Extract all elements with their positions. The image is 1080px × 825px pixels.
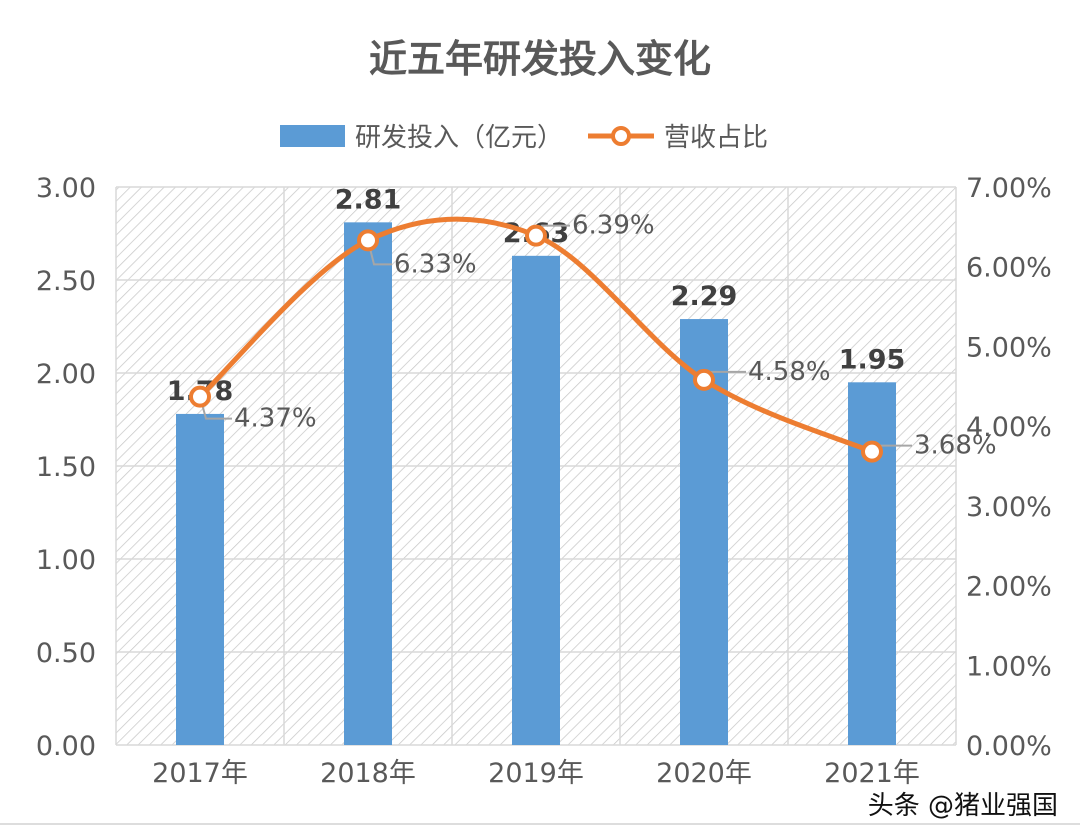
- legend-bar-swatch: [280, 125, 345, 147]
- legend-bar-label: 研发投入（亿元）: [355, 123, 563, 153]
- bar: [848, 382, 896, 745]
- bar: [512, 255, 560, 745]
- x-axis-tick: 2019年: [488, 758, 584, 789]
- x-axis-tick: 2021年: [824, 758, 920, 789]
- bar-data-label: 2.29: [671, 281, 738, 312]
- right-axis-tick: 7.00%: [966, 173, 1052, 204]
- bottom-border: [0, 823, 1080, 825]
- bar: [176, 413, 224, 745]
- line-marker: [357, 229, 379, 252]
- line-data-label: 3.68%: [914, 431, 997, 461]
- legend-line-label: 营收占比: [664, 123, 768, 153]
- left-axis-tick: 0.00: [36, 731, 96, 762]
- left-axis-tick: 1.50: [36, 452, 96, 483]
- chart-title: 近五年研发投入变化: [369, 37, 711, 81]
- line-marker: [693, 368, 715, 391]
- right-axis-tick: 5.00%: [966, 332, 1052, 363]
- x-axis-tick: 2017年: [152, 758, 248, 789]
- left-axis-tick: 1.00: [36, 545, 96, 576]
- right-axis-tick: 1.00%: [966, 651, 1052, 682]
- right-axis-tick: 4.00%: [966, 412, 1052, 443]
- right-axis-tick: 2.00%: [966, 572, 1052, 603]
- right-axis-tick: 6.00%: [966, 253, 1052, 284]
- left-axis-tick: 0.50: [36, 638, 96, 669]
- line-data-label: 6.33%: [394, 249, 477, 279]
- bar-data-label: 1.95: [839, 344, 906, 375]
- line-data-label: 4.58%: [748, 357, 831, 387]
- right-axis-tick: 0.00%: [966, 731, 1052, 762]
- watermark: 头条 @猪业强国: [867, 791, 1058, 821]
- left-axis-tick: 2.00: [36, 359, 96, 390]
- right-axis-tick: 3.00%: [966, 492, 1052, 523]
- legend-line-marker: [611, 126, 631, 146]
- left-axis-tick: 2.50: [36, 266, 96, 297]
- line-marker: [189, 385, 211, 408]
- line-marker: [861, 440, 883, 463]
- legend: 研发投入（亿元） 营收占比: [280, 123, 768, 153]
- bar-data-label: 2.81: [335, 184, 402, 215]
- x-axis-tick: 2018年: [320, 758, 416, 789]
- line-marker: [525, 224, 547, 247]
- line-data-label: 6.39%: [572, 211, 655, 241]
- line-data-label: 4.37%: [234, 404, 317, 434]
- x-axis-tick: 2020年: [656, 758, 752, 789]
- left-axis-tick: 3.00: [36, 173, 96, 204]
- bar: [344, 222, 392, 746]
